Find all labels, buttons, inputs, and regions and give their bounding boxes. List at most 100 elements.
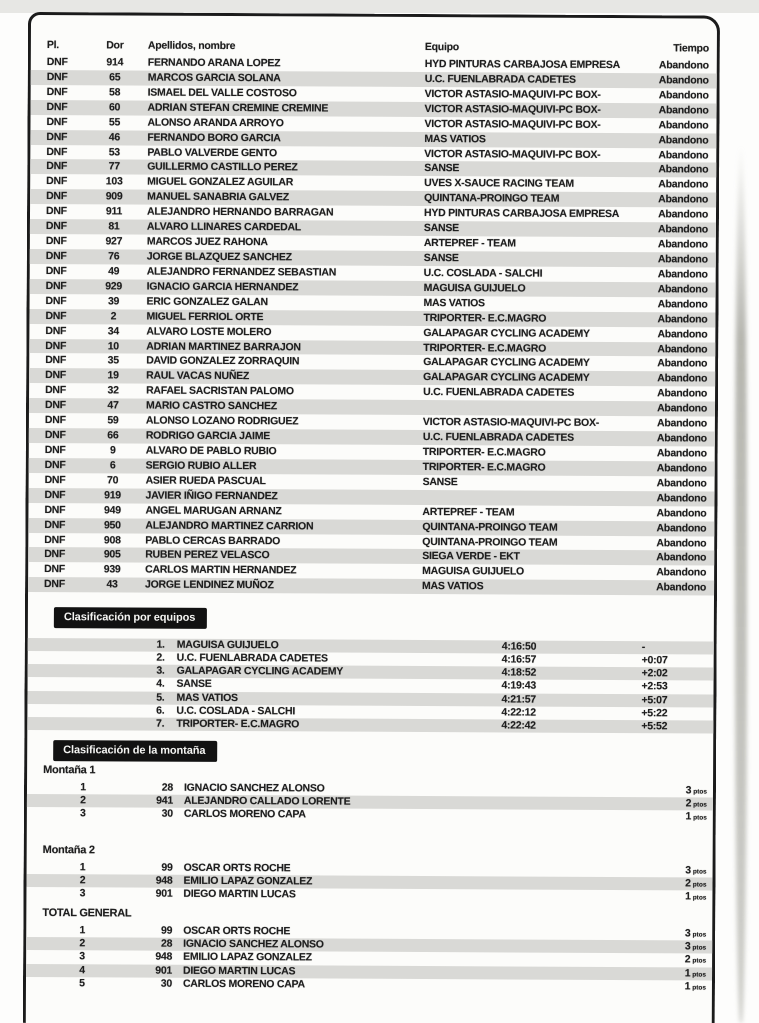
rider-name: PABLO VALVERDE GENTO: [147, 146, 277, 159]
rider-time: Abandono: [656, 551, 707, 564]
points-unit: ptos: [692, 944, 707, 952]
total-general-table: 1 99 OSCAR ORTS ROCHE 3 ptos 2 28 IGNACIO…: [26, 924, 713, 994]
scan-top-margin: [0, 0, 759, 13]
team-classification-row: 7. TRIPORTER- E.C.MAGRO 4:22:42 +5:52: [27, 716, 714, 734]
points-value: 2: [684, 953, 691, 966]
rider-team: SANSE: [423, 251, 459, 265]
rider-name: FERNANDO ARANA LOPEZ: [147, 56, 281, 70]
rider-status: DNF: [45, 220, 67, 233]
rider-number: 905: [103, 548, 121, 561]
rider-status: DNF: [44, 443, 66, 457]
rider-status: DNF: [44, 533, 66, 546]
rider-team: TRIPORTER- E.C.MAGRO: [423, 341, 547, 355]
team-time: 4:19:43: [501, 679, 537, 692]
points-value: 3: [685, 864, 691, 877]
rider-status: DNF: [44, 518, 66, 531]
rider-team: MAS VATIOS: [424, 132, 486, 145]
rider-team: U.C. FUENLABRADA CADETES: [424, 72, 576, 86]
team-gap: +5:07: [641, 693, 668, 706]
rider-number: 914: [106, 56, 124, 69]
mountain-rider: CARLOS MORENO CAPA: [182, 977, 305, 991]
rider-team: TRIPORTER- E.C.MAGRO: [422, 460, 546, 474]
rider-time: Abandono: [657, 402, 708, 415]
rider-team: [416, 400, 616, 416]
points-unit: ptos: [692, 931, 707, 939]
points-unit: ptos: [692, 894, 707, 902]
rider-number: 9: [109, 444, 116, 457]
team-time: 4:16:50: [501, 640, 537, 653]
points-unit: ptos: [692, 868, 707, 876]
team-gap: +2:53: [641, 680, 668, 693]
rider-time: Abandono: [658, 104, 709, 117]
rider-team: UVES X-SAUCE RACING TEAM: [424, 177, 574, 191]
rider-status: DNF: [44, 399, 66, 412]
rider-status: DNF: [44, 488, 66, 501]
mountain-2-table: 1 99 OSCAR ORTS ROCHE 3 ptos 2 948 EMILIO…: [26, 861, 713, 905]
rider-number: 919: [104, 489, 121, 502]
mountain-row: 3 30 CARLOS MORENO CAPA 1 ptos: [27, 807, 713, 824]
points-value: 1: [685, 810, 692, 823]
rider-name: ALONSO LOZANO RODRIGUEZ: [145, 414, 299, 428]
rider-name: ADRIAN STEFAN CREMINE CREMINE: [147, 101, 329, 115]
team-gap: +2:02: [641, 667, 668, 680]
rider-number: 65: [109, 71, 121, 84]
dnf-table: DNF 914 FERNANDO ARANA LOPEZ HYD PINTURA…: [28, 55, 717, 596]
rider-number: 10: [107, 339, 119, 352]
rider-name: CARLOS MARTIN HERNANDEZ: [145, 563, 297, 577]
points-unit: ptos: [692, 970, 707, 979]
rider-number: 939: [103, 563, 121, 576]
rider-status: DNF: [46, 100, 68, 113]
points-unit: ptos: [693, 801, 707, 809]
rider-time: Abandono: [657, 268, 708, 281]
points-unit: ptos: [693, 814, 707, 822]
rider-number: 47: [107, 399, 119, 412]
rider-name: ANGEL MARUGAN ARNANZ: [145, 504, 282, 517]
mountain-1-table: 1 28 IGNACIO SANCHEZ ALONSO 3 ptos 2 941 …: [26, 781, 713, 824]
rider-name: RAFAEL SACRISTAN PALOMO: [146, 384, 294, 398]
total-general-label: TOTAL GENERAL: [42, 907, 132, 920]
rider-name: ASIER RUEDA PASCUAL: [145, 474, 266, 488]
team-name: TRIPORTER- E.C.MAGRO: [176, 717, 300, 731]
rider-number: 2: [110, 310, 117, 323]
rider-name: IGNACIO GARCIA HERNANDEZ: [146, 280, 299, 294]
team-rank: 4.: [156, 677, 165, 691]
rider-name: ALVARO DE PABLO RUBIO: [145, 444, 277, 458]
rider-number: 929: [105, 280, 123, 293]
mountain-points: 1 ptos: [612, 890, 706, 905]
col-header-time: Tiempo: [673, 42, 709, 55]
rider-number: 39: [107, 295, 120, 308]
rider-team: VICTOR ASTASIO-MAQUIVI-PC BOX-: [424, 102, 601, 116]
team-time: 4:21:57: [501, 692, 536, 706]
teams-table: 1. MAGUISA GUIJUELO 4:16:50 - 2. U.C. FU…: [27, 637, 714, 734]
scanner-shadow: [735, 145, 747, 1023]
rider-number: 81: [108, 220, 120, 233]
team-rank: 1.: [156, 638, 165, 651]
rider-status: DNF: [46, 175, 68, 188]
rider-name: ISMAEL DEL VALLE COSTOSO: [147, 86, 297, 100]
rider-status: DNF: [45, 339, 67, 352]
rider-team: HYD PINTURAS CARBAJOSA EMPRESA: [424, 58, 620, 72]
mountain-rank: 5: [79, 976, 85, 989]
rider-name: MARCOS JUEZ RAHONA: [146, 235, 268, 249]
rider-time: Abandono: [657, 297, 708, 311]
rider-time: Abandono: [658, 208, 709, 221]
dnf-table-header: Pl. Dor Apellidos, nombre Equipo Tiempo: [31, 38, 717, 57]
rider-number: 949: [104, 503, 121, 517]
rider-time: Abandono: [657, 238, 708, 251]
rider-status: DNF: [44, 503, 66, 516]
mountain-2-label: Montaña 2: [42, 844, 95, 857]
rider-team: U.C. COSLADA - SALCHI: [423, 266, 543, 280]
points-value: 1: [684, 980, 691, 993]
rider-status: DNF: [46, 145, 68, 158]
rider-team: SANSE: [423, 222, 459, 235]
rider-number: 46: [108, 130, 121, 144]
team-time: 4:16:57: [501, 653, 537, 666]
rider-time: Abandono: [656, 417, 707, 430]
points-value: 2: [685, 877, 691, 890]
rider-team: HYD PINTURAS CARBAJOSA EMPRESA: [423, 207, 620, 221]
rider-time: Abandono: [658, 59, 709, 72]
rider-name: RODRIGO GARCIA JAIME: [145, 429, 271, 443]
mountain-row: 5 30 CARLOS MORENO CAPA 1 ptos: [26, 977, 712, 994]
rider-number: 34: [107, 324, 120, 338]
rider-number: 43: [106, 578, 118, 591]
